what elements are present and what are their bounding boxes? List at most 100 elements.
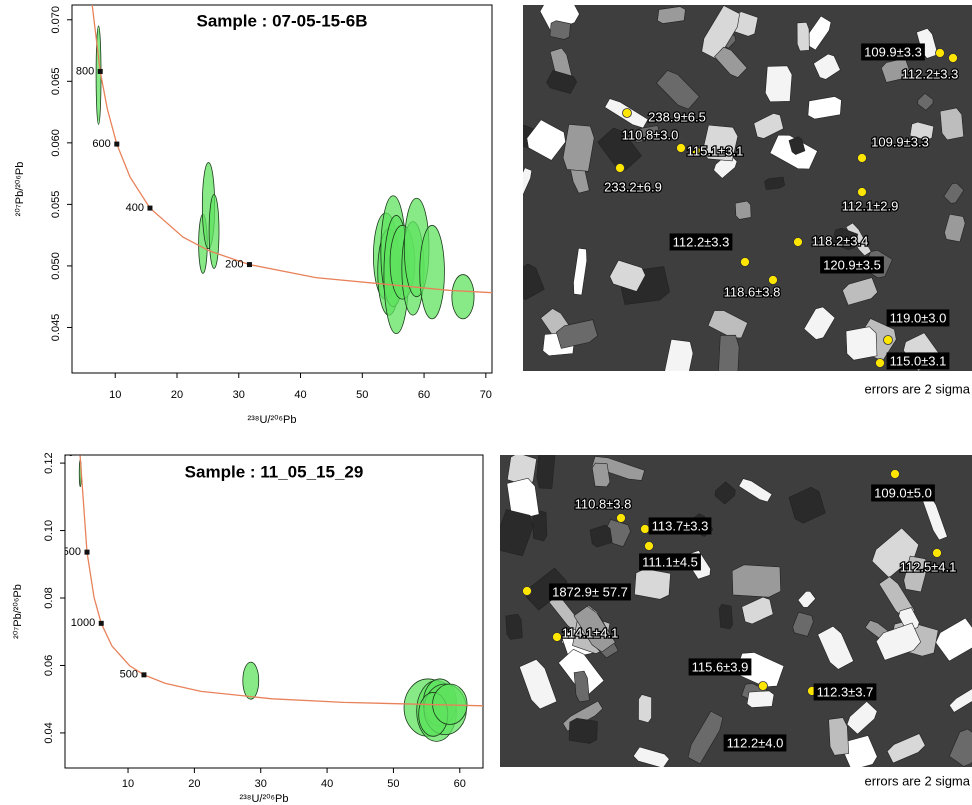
analysis-spot [949,54,958,63]
zircon-grain [718,335,739,383]
y-tick-label: 0.08 [43,587,55,608]
image-caption: errors are 2 sigma [865,773,971,788]
chart-title: Sample : 07-05-15-6B [196,11,367,30]
age-marker [247,262,252,267]
age-label: 600 [92,138,110,150]
spot-age-label: 109.0±5.0 [874,485,932,500]
spot-age-label: 115.0±3.1 [890,353,947,368]
spot-age-label: 112.2±3.3 [902,66,959,81]
figure: 800600400200Sample : 07-05-15-6B10203040… [0,0,972,805]
analysis-spot [794,238,803,247]
spot-age-label: 112.2±4.0 [727,735,784,750]
spot-age-label: 112.3±3.7 [817,684,874,699]
analysis-spot [769,276,778,285]
age-marker [147,206,152,211]
y-tick-label: 0.045 [50,314,62,342]
age-marker [114,142,119,147]
spot-age-label: 233.2±6.9 [604,179,662,194]
zircon-grain [796,22,811,51]
age-marker [99,621,104,626]
spot-age-label: 112.5±4.1 [900,559,957,574]
y-tick-label: 0.070 [50,6,62,34]
analysis-spot [858,154,867,163]
age-label: 800 [76,65,94,77]
x-tick-label: 40 [321,778,333,790]
analysis-spot [617,514,626,523]
error-ellipse [420,225,445,319]
spot-age-label: 110.8±3.8 [575,496,632,511]
y-axis-label: ²⁰⁷Pb/²⁰⁶Pb [12,584,24,639]
age-marker [141,672,146,677]
spot-age-label: 112.2±3.3 [673,234,730,249]
spot-age-label: 238.9±6.5 [648,109,706,124]
analysis-spot [759,682,768,691]
analysis-spot [936,49,945,58]
y-axis-label: ²⁰⁷Pb/²⁰⁶Pb [14,162,26,217]
spot-age-label: 118.6±3.8 [724,284,781,299]
cl-image: 109.9±3.3 112.2±3.3 238.9±6.5 110.8±3.0 115.… [506,0,972,386]
analysis-spot [553,633,562,642]
zircon-grain [569,718,598,744]
y-tick-label: 0.060 [50,129,62,157]
zircon-grain [746,691,774,708]
zircon-grain [634,568,671,600]
chart-title: Sample : 11_05_15_29 [185,462,364,481]
x-tick-label: 50 [387,778,399,790]
spot-age-label: 109.9±3.3 [871,134,929,149]
y-tick-label: 0.06 [43,655,55,676]
analysis-spot [858,188,867,197]
age-marker [85,550,90,555]
analysis-spot [876,359,885,368]
x-tick-label: 40 [294,389,306,401]
image-caption: errors are 2 sigma [865,381,971,396]
x-tick-label: 30 [255,778,267,790]
spot-age-label: 119.0±3.0 [890,310,947,325]
zircon-grain [536,442,555,488]
analysis-spot [523,587,532,596]
age-label: 200 [225,258,243,270]
spot-age-label: 120.9±3.5 [823,257,881,272]
analysis-spot [677,144,686,153]
spot-age-label: 114.1±4.1 [562,625,619,640]
zircon-grain [765,66,793,102]
y-tick-label: 0.12 [43,452,55,473]
x-tick-label: 10 [122,778,134,790]
error-ellipse [243,662,259,699]
x-tick-label: 50 [356,389,368,401]
y-tick-label: 0.065 [50,68,62,96]
age-label: 500 [120,669,138,681]
spot-age-label: 115.1±3.1 [687,143,744,158]
x-tick-label: 70 [480,389,492,401]
spot-age-label: 1872.9± 57.7 [552,584,628,599]
analysis-spot [891,470,900,479]
y-tick-label: 0.055 [50,191,62,219]
spot-age-label: 112.1±2.9 [842,198,899,213]
x-axis-label: ²³⁸U/²⁰⁶Pb [247,414,296,426]
spot-age-label: 115.6±3.9 [692,659,749,674]
x-tick-label: 60 [418,389,430,401]
x-axis-label: ²³⁸U/²⁰⁶Pb [239,793,288,805]
zircon-grain [719,604,733,630]
spot-age-label: 118.2±3.4 [812,233,869,248]
analysis-spot [645,542,654,551]
cl-image: 110.8±3.8 113.7±3.3 111.1±4.5 109.0±5.0 112.… [493,442,972,773]
zircon-grain [550,20,571,40]
spot-age-label: 110.8±3.0 [622,127,679,142]
x-tick-label: 20 [188,778,200,790]
x-tick-label: 20 [171,389,183,401]
error-ellipse [452,275,474,319]
spot-age-label: 113.7±3.3 [652,518,709,533]
y-tick-label: 0.10 [43,520,55,541]
y-tick-label: 0.04 [43,722,55,743]
x-tick-label: 30 [233,389,245,401]
zircon-grain [732,564,781,599]
y-tick-label: 0.050 [50,252,62,280]
age-marker [98,69,103,74]
analysis-spot [616,164,625,173]
age-label: 1500 [57,546,81,558]
spot-age-label: 111.1±4.5 [642,554,698,569]
x-tick-label: 60 [454,778,466,790]
analysis-spot [884,336,893,345]
analysis-spot [623,109,632,118]
zircon-grain [638,694,651,722]
